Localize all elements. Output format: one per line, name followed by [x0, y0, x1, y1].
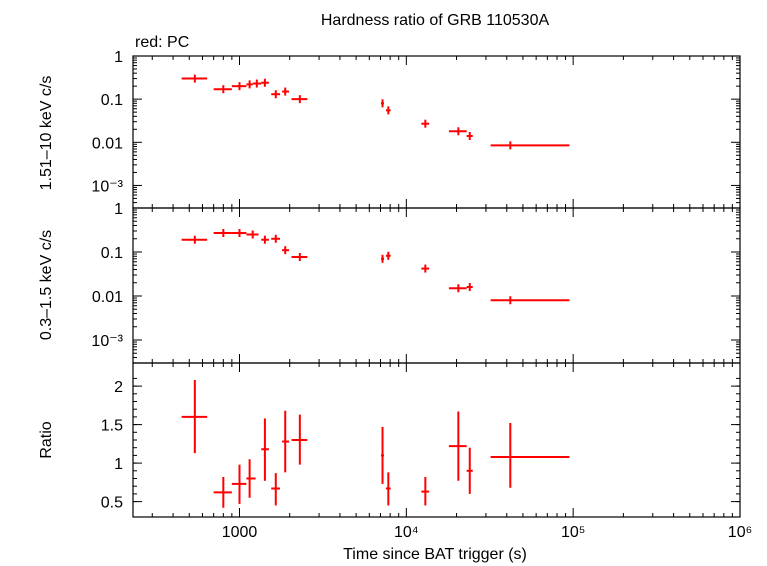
y-tick-label: 1	[114, 49, 123, 66]
y-tick-label: 0.01	[92, 289, 123, 306]
y-tick-label: 10⁻³	[91, 178, 123, 195]
y-tick-label: 1	[114, 201, 123, 218]
mode-annotation: red: PC	[135, 34, 189, 51]
x-tick-label: 10⁴	[394, 524, 419, 541]
x-tick-label: 10⁶	[728, 524, 752, 541]
top-panel-ylabel: 1.51–10 keV c/s	[38, 76, 55, 191]
panel-frame	[132, 55, 741, 209]
bottom-panel-ylabel: Ratio	[38, 421, 55, 458]
y-tick-label: 0.1	[101, 92, 123, 109]
chart-title: Hardness ratio of GRB 110530A	[321, 12, 550, 29]
x-axis-label: Time since BAT trigger (s)	[343, 546, 527, 563]
middle-panel-ylabel: 0.3–1.5 keV c/s	[38, 230, 55, 340]
x-tick-label: 10⁵	[561, 524, 585, 541]
y-tick-label: 0.1	[101, 245, 123, 262]
y-tick-label: 10⁻³	[91, 333, 123, 350]
y-tick-label: 1	[114, 456, 123, 473]
y-tick-label: 1.5	[101, 418, 123, 435]
x-tick-label: 1000	[222, 524, 258, 541]
y-tick-label: 2	[114, 379, 123, 396]
y-tick-label: 0.5	[101, 495, 123, 512]
y-tick-label: 0.01	[92, 135, 123, 152]
